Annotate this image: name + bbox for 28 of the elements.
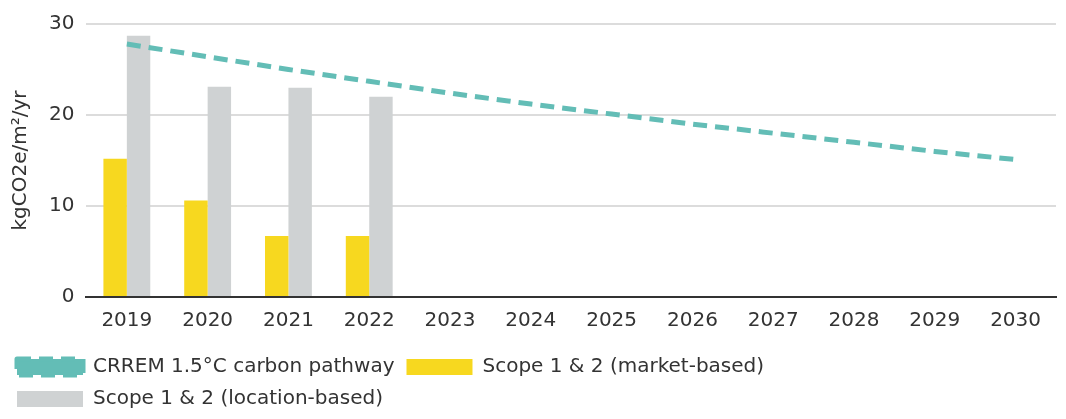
- x-tick-label: 2021: [262, 307, 314, 332]
- x-tick-label: 2020: [182, 307, 234, 332]
- x-tick-label: 2022: [343, 307, 395, 332]
- y-tick-label: 10: [49, 192, 75, 217]
- bar: [345, 236, 370, 296]
- x-tick-label: 2027: [747, 307, 799, 332]
- legend-label: Scope 1 & 2 (market-based): [482, 353, 765, 378]
- x-tick-label: 2029: [909, 307, 961, 332]
- bar: [103, 158, 127, 296]
- x-tick-label: 2030: [990, 307, 1042, 332]
- bar: [126, 35, 151, 296]
- x-tick-label: 2026: [666, 307, 718, 332]
- x-tick-label: 2025: [586, 307, 638, 332]
- x-tick-label: 2019: [101, 307, 153, 332]
- bar: [207, 86, 232, 296]
- bar: [265, 236, 289, 296]
- y-axis-title: kgCO2e/m²/yr: [7, 89, 32, 231]
- bar: [184, 200, 208, 296]
- bar: [288, 87, 312, 296]
- x-tick-label: 2028: [828, 307, 880, 332]
- y-tick-label: 30: [49, 10, 75, 35]
- x-tick-label: 2023: [424, 307, 476, 332]
- legend-label: CRREM 1.5°C carbon pathway: [93, 353, 395, 378]
- legend-label: Scope 1 & 2 (location-based): [93, 385, 383, 410]
- bar: [369, 96, 393, 296]
- x-tick-label: 2024: [505, 307, 557, 332]
- y-tick-label: 20: [49, 101, 75, 126]
- y-tick-label: 0: [61, 283, 75, 308]
